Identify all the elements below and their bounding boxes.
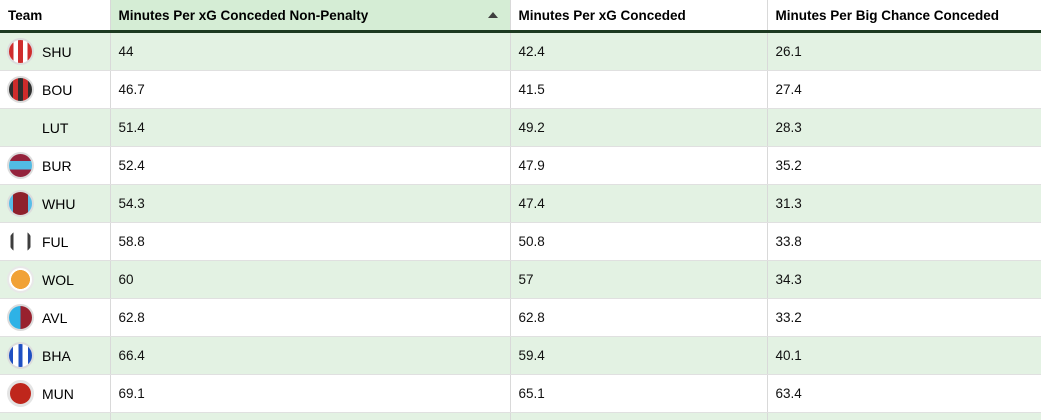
- table-row: BOU 46.7 41.5 27.4: [0, 70, 1041, 109]
- team-badge-icon: [7, 266, 34, 293]
- team-cell: BHA: [0, 336, 111, 375]
- stat-cell: 69.1: [110, 374, 511, 413]
- table-row: WHU 54.3 47.4 31.3: [0, 184, 1041, 223]
- stat-cell: 44: [110, 31, 511, 71]
- team-badge-icon: [7, 76, 34, 103]
- column-header-minutes-per-xg-conceded[interactable]: Minutes Per xG Conceded: [510, 0, 768, 33]
- team-code: WOL: [42, 271, 74, 288]
- team-code: MUN: [42, 385, 74, 402]
- column-header-label: Minutes Per xG Conceded Non-Penalty: [118, 7, 369, 23]
- team-badge-icon: [7, 228, 34, 255]
- team-cell: LUT: [0, 108, 111, 147]
- stat-cell: 65.1: [510, 374, 768, 413]
- team-code: BUR: [42, 157, 72, 174]
- stat-cell: 52.4: [110, 146, 511, 185]
- stat-cell: 60: [110, 260, 511, 299]
- table-header-row: Team Minutes Per xG Conceded Non-Penalty…: [0, 0, 1041, 33]
- team-badge-icon: [7, 38, 34, 65]
- stat-cell: 26.1: [767, 31, 1041, 71]
- stat-cell: 33.8: [767, 222, 1041, 261]
- team-badge-icon: [7, 342, 34, 369]
- team-cell: AVL: [0, 298, 111, 337]
- stat-cell: 34.3: [767, 260, 1041, 299]
- stat-cell: 62.8: [510, 298, 768, 337]
- stat-cell: 40.1: [767, 336, 1041, 375]
- stat-cell: 35.2: [767, 146, 1041, 185]
- table-body: SHU 44 42.4 26.1 BOU 46.7 41.5 27.4 LUT …: [0, 31, 1041, 420]
- table-row: SHU 44 42.4 26.1: [0, 31, 1041, 71]
- stat-cell: 50.8: [510, 222, 768, 261]
- sort-ascending-icon: [487, 12, 498, 18]
- stat-cell: 62.8: [110, 298, 511, 337]
- partial-cell: [510, 412, 768, 420]
- table-row: AVL 62.8 62.8 33.2: [0, 298, 1041, 337]
- team-cell: WHU: [0, 184, 111, 223]
- team-cell: BOU: [0, 70, 111, 109]
- table-row: BHA 66.4 59.4 40.1: [0, 336, 1041, 375]
- stat-cell: 47.9: [510, 146, 768, 185]
- stat-cell: 27.4: [767, 70, 1041, 109]
- stat-cell: 28.3: [767, 108, 1041, 147]
- stat-cell: 63.4: [767, 374, 1041, 413]
- stat-cell: 59.4: [510, 336, 768, 375]
- partial-cell: [110, 412, 511, 420]
- column-header-minutes-per-xg-conceded-non-penalty[interactable]: Minutes Per xG Conceded Non-Penalty: [110, 0, 511, 33]
- team-code: BOU: [42, 81, 73, 98]
- team-cell: FUL: [0, 222, 111, 261]
- team-cell: SHU: [0, 31, 111, 71]
- team-code: LUT: [42, 119, 69, 136]
- team-cell: BUR: [0, 146, 111, 185]
- stat-cell: 31.3: [767, 184, 1041, 223]
- table-row: LUT 51.4 49.2 28.3: [0, 108, 1041, 147]
- stat-cell: 49.2: [510, 108, 768, 147]
- stat-cell: 42.4: [510, 31, 768, 71]
- team-code: FUL: [42, 233, 69, 250]
- table-row: FUL 58.8 50.8 33.8: [0, 222, 1041, 261]
- stat-cell: 33.2: [767, 298, 1041, 337]
- stat-cell: 46.7: [110, 70, 511, 109]
- table-row: MUN 69.1 65.1 63.4: [0, 374, 1041, 413]
- team-cell: WOL: [0, 260, 111, 299]
- team-badge-icon: [7, 190, 34, 217]
- partial-cell: [767, 412, 1041, 420]
- team-badge-icon: [7, 380, 34, 407]
- partial-next-row: [0, 412, 1041, 420]
- team-badge-icon: [7, 304, 34, 331]
- stat-cell: 51.4: [110, 108, 511, 147]
- stat-cell: 54.3: [110, 184, 511, 223]
- table-row: BUR 52.4 47.9 35.2: [0, 146, 1041, 185]
- team-code: WHU: [42, 195, 76, 212]
- team-code: AVL: [42, 309, 68, 326]
- stat-cell: 57: [510, 260, 768, 299]
- stat-cell: 58.8: [110, 222, 511, 261]
- team-cell: MUN: [0, 374, 111, 413]
- column-header-team[interactable]: Team: [0, 0, 111, 33]
- team-badge-icon: [7, 152, 34, 179]
- team-code: BHA: [42, 347, 71, 364]
- stat-cell: 47.4: [510, 184, 768, 223]
- team-code: SHU: [42, 43, 72, 60]
- partial-cell: [0, 412, 111, 420]
- column-header-minutes-per-big-chance-conceded[interactable]: Minutes Per Big Chance Conceded: [767, 0, 1041, 33]
- table-row: WOL 60 57 34.3: [0, 260, 1041, 299]
- stat-cell: 66.4: [110, 336, 511, 375]
- stat-cell: 41.5: [510, 70, 768, 109]
